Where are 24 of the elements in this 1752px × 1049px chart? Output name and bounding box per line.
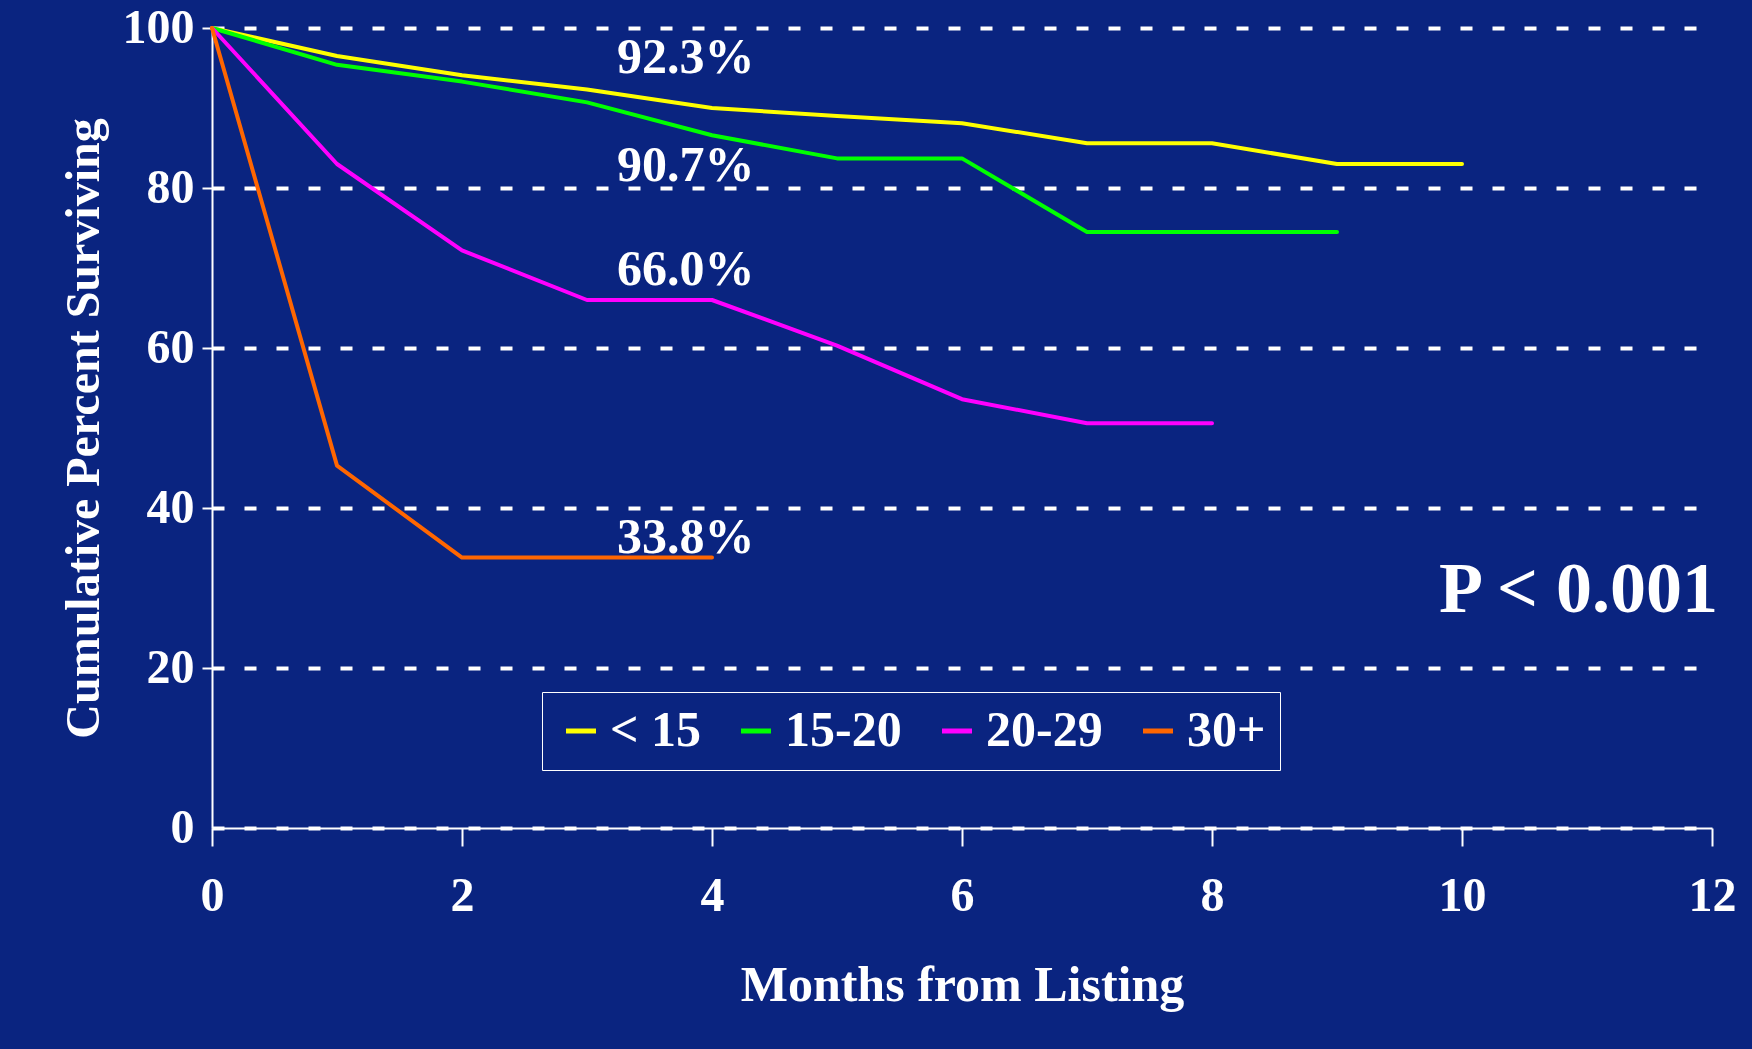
x-tick-label: 6 xyxy=(950,867,975,921)
legend-label: 20-29 xyxy=(986,701,1103,757)
y-tick-label: 0 xyxy=(170,799,195,853)
annotation: 33.8% xyxy=(617,508,755,564)
y-tick-label: 40 xyxy=(146,479,195,533)
y-tick-label: 80 xyxy=(146,159,195,213)
annotation: 90.7% xyxy=(617,136,755,192)
x-tick-label: 4 xyxy=(700,867,725,921)
annotation: 66.0% xyxy=(617,240,755,296)
x-axis-title: Months from Listing xyxy=(740,955,1185,1012)
annotation: 92.3% xyxy=(617,28,755,84)
legend-label: < 15 xyxy=(610,701,701,757)
annotation: P < 0.001 xyxy=(1438,548,1718,628)
x-tick-label: 10 xyxy=(1438,867,1487,921)
x-tick-label: 8 xyxy=(1200,867,1225,921)
y-tick-label: 60 xyxy=(146,319,195,373)
x-tick-label: 12 xyxy=(1688,867,1737,921)
y-tick-label: 20 xyxy=(146,639,195,693)
line-series xyxy=(210,26,1339,234)
y-axis-title: Cumulative Percent Surviving xyxy=(55,118,109,739)
y-tick-label: 100 xyxy=(122,0,195,53)
legend-label: 30+ xyxy=(1187,701,1266,757)
x-tick-label: 2 xyxy=(450,867,475,921)
legend-label: 15-20 xyxy=(785,701,902,757)
